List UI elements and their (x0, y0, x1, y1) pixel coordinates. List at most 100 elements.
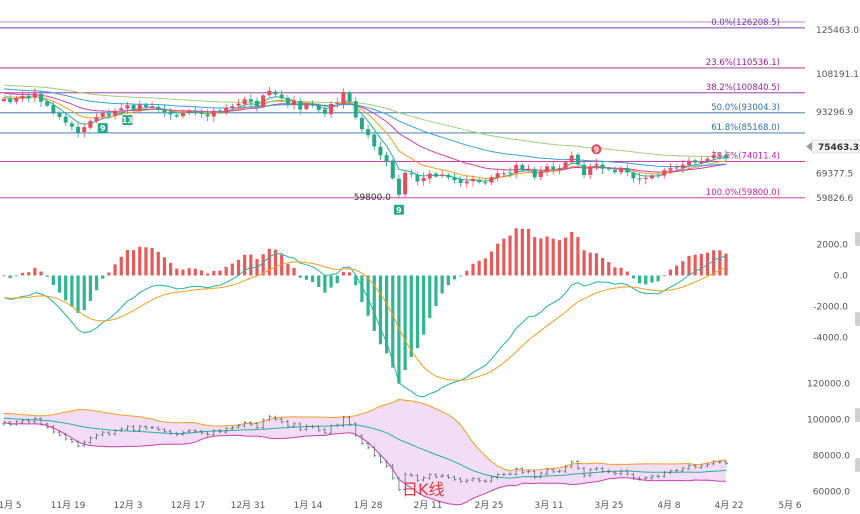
candle-body-53 (329, 103, 334, 115)
macd-bar-1 (8, 275, 12, 279)
price-tick-4: 69377.5 (816, 169, 853, 179)
macd-bar-18 (113, 264, 117, 276)
price-tick-5: 59826.6 (816, 194, 853, 204)
timeframe-label: 日K线 (402, 480, 445, 499)
candle-body-27 (168, 111, 173, 115)
macd-bar-81 (502, 238, 506, 276)
candle-body-25 (156, 106, 161, 110)
date-tick-8: 2月 25 (474, 500, 503, 511)
current-price-label: 75463.3 (818, 143, 859, 153)
macd-bar-69 (428, 275, 432, 319)
price-tick-1: 108191.1 (816, 70, 859, 80)
macd-bar-65 (403, 275, 407, 371)
candle-body-94 (582, 164, 587, 176)
date-tick-3: 12月 17 (171, 500, 206, 511)
macd-bar-52 (323, 275, 327, 293)
candle-body-42 (261, 95, 266, 107)
boll-resize-handle-2[interactable] (855, 458, 860, 472)
macd-bar-23 (144, 247, 148, 276)
macd-bar-10 (64, 275, 68, 301)
macd-dif-line (3, 253, 727, 398)
fibonacci-levels: 0.0%(126208.5) 23.6%(110536.1) 38.2%(10084… (0, 18, 805, 199)
candle-body-22 (137, 104, 142, 111)
candle-body-69 (427, 173, 432, 179)
candle-body-8 (51, 104, 56, 113)
macd-bar-11 (70, 275, 74, 307)
macd-bar-56 (347, 272, 352, 276)
candle-body-30 (187, 110, 192, 113)
macd-bar-108 (668, 269, 673, 276)
candle-body-5 (32, 93, 37, 98)
macd-resize-handle[interactable] (855, 232, 860, 246)
candle-body-11 (69, 123, 74, 127)
macd-bar-26 (162, 257, 167, 276)
macd-bar-15 (94, 275, 99, 291)
macd-bar-48 (298, 275, 302, 278)
macd-bar-76 (471, 263, 475, 276)
candle-body-93 (575, 154, 580, 165)
macd-bar-34 (212, 270, 216, 276)
macd-bar-80 (496, 243, 500, 276)
macd-bar-38 (236, 259, 241, 276)
candle-body-2 (14, 98, 19, 102)
candle-body-13 (82, 127, 87, 133)
ma-line-ma20 (3, 92, 727, 173)
candle-body-7 (45, 101, 50, 106)
candle-body-92 (569, 155, 574, 163)
date-tick-5: 1月 14 (293, 500, 322, 511)
candle-body-95 (588, 166, 593, 175)
macd-bar-95 (588, 252, 592, 276)
candle-body-112 (693, 160, 698, 163)
date-tick-11: 4月 8 (657, 500, 681, 511)
signal-marker-0 (97, 123, 108, 134)
macd-bar-90 (557, 240, 561, 276)
macd-bar-13 (82, 275, 86, 311)
macd-bar-55 (341, 271, 346, 276)
candle-body-48 (298, 101, 303, 110)
macd-bar-24 (150, 248, 154, 276)
panel-edge-handles[interactable] (855, 232, 860, 472)
date-tick-4: 12月 31 (231, 500, 266, 511)
candle-body-66 (409, 173, 414, 175)
candle-body-102 (631, 173, 636, 179)
macd-bar-36 (224, 266, 228, 276)
macd-bar-45 (280, 254, 284, 276)
candle-body-0 (2, 98, 6, 102)
candle-body-17 (106, 113, 111, 116)
candle-body-6 (39, 93, 44, 102)
macd-bar-104 (644, 275, 648, 285)
macd-bar-4 (27, 272, 31, 276)
candle-body-101 (625, 167, 630, 173)
macd-bar-50 (310, 275, 315, 283)
candle-body-62 (384, 155, 389, 162)
candle-body-40 (248, 99, 253, 102)
bollinger-panel (2, 398, 728, 506)
candle-body-107 (662, 170, 667, 176)
signal-marker-2 (393, 204, 404, 215)
macd-bar-6 (39, 271, 43, 276)
candle-body-96 (594, 164, 599, 166)
macd-bar-31 (193, 268, 197, 276)
candle-body-3 (20, 95, 25, 99)
candle-body-90 (557, 168, 562, 170)
macd-bar-109 (675, 265, 679, 276)
macd-bar-70 (434, 275, 438, 307)
candle-body-84 (520, 164, 525, 171)
date-tick-13: 5月 6 (778, 500, 802, 511)
boll-resize-handle[interactable] (855, 408, 860, 422)
candle-body-52 (322, 109, 327, 114)
candle-body-10 (63, 116, 68, 123)
macd-bar-7 (45, 275, 49, 277)
macd-bar-39 (243, 254, 247, 276)
macd-bar-94 (582, 250, 586, 276)
candle-body-100 (619, 168, 624, 173)
signal-markers: 9 13 9 9 59800.0 (97, 115, 602, 215)
macd-dea-line (3, 261, 727, 381)
candle-body-55 (341, 92, 346, 104)
candle-body-51 (316, 105, 321, 111)
macd-resize-handle-2[interactable] (855, 312, 860, 326)
candle-body-68 (421, 177, 426, 181)
candle-body-57 (353, 101, 358, 118)
macd-bar-113 (699, 253, 703, 276)
